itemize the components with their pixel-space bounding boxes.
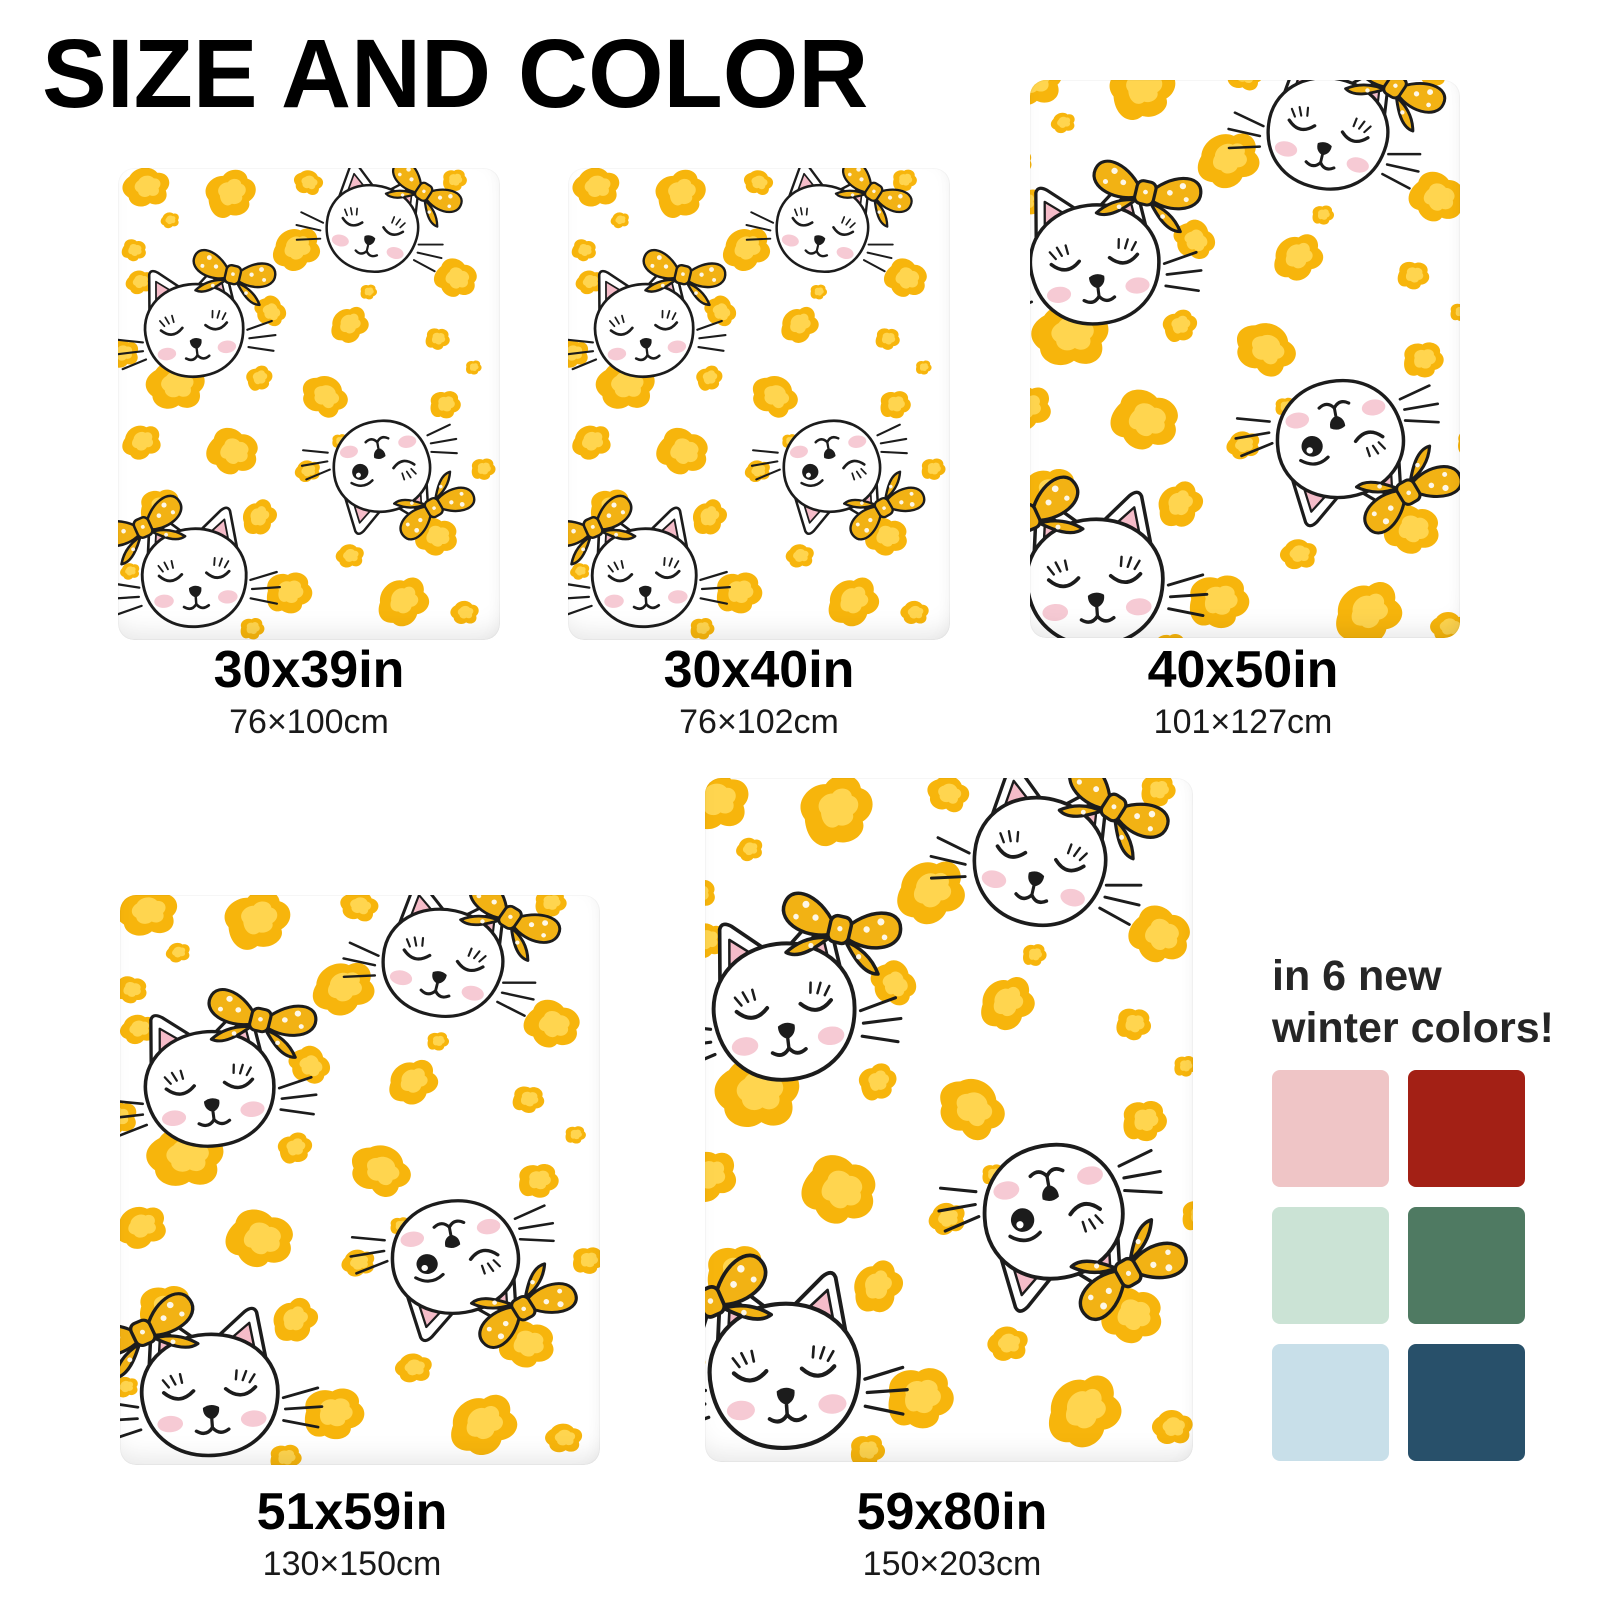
blanket-image-30x40: [568, 168, 950, 640]
swatch-pine-green: [1408, 1207, 1525, 1324]
cat-leopard-pattern: [568, 168, 950, 640]
size-label-cm: 76×100cm: [229, 703, 389, 741]
swatch-blush-pink: [1272, 1070, 1389, 1187]
swatch-ice-blue: [1272, 1344, 1389, 1461]
size-label-cm: 101×127cm: [1153, 703, 1333, 741]
winter-colors-heading-line2: winter colors!: [1272, 1004, 1554, 1052]
size-label-inches: 30x39in: [213, 641, 405, 699]
blanket-image-59x80: [705, 778, 1193, 1462]
caption-40x50: 40x50in 101×127cm: [1148, 642, 1339, 742]
winter-colors-heading: in 6 new winter colors!: [1272, 950, 1554, 1054]
swatch-mint-green: [1272, 1207, 1389, 1324]
size-label-inches: 51x59in: [256, 1483, 448, 1541]
color-swatch-grid: [1272, 1070, 1525, 1461]
caption-51x59: 51x59in 130×150cm: [257, 1484, 448, 1584]
swatch-deep-teal-blue: [1408, 1344, 1525, 1461]
caption-30x39: 30x39in 76×100cm: [214, 642, 405, 742]
blanket-image-30x39: [118, 168, 500, 640]
caption-59x80: 59x80in 150×203cm: [857, 1484, 1048, 1584]
cat-leopard-pattern: [118, 168, 500, 640]
blanket-image-51x59: [120, 895, 600, 1465]
size-label-inches: 30x40in: [663, 641, 855, 699]
size-label-cm: 150×203cm: [862, 1545, 1042, 1583]
cat-leopard-pattern: [1030, 80, 1460, 638]
size-label-cm: 76×102cm: [679, 703, 839, 741]
cat-leopard-pattern: [705, 778, 1193, 1462]
page-title: SIZE AND COLOR: [42, 19, 869, 128]
blanket-image-40x50: [1030, 80, 1460, 638]
caption-30x40: 30x40in 76×102cm: [664, 642, 855, 742]
size-label-inches: 59x80in: [856, 1483, 1048, 1541]
winter-colors-heading-line1: in 6 new: [1272, 952, 1442, 1000]
swatch-brick-red: [1408, 1070, 1525, 1187]
size-label-inches: 40x50in: [1147, 641, 1339, 699]
size-label-cm: 130×150cm: [262, 1545, 442, 1583]
cat-leopard-pattern: [120, 895, 600, 1465]
